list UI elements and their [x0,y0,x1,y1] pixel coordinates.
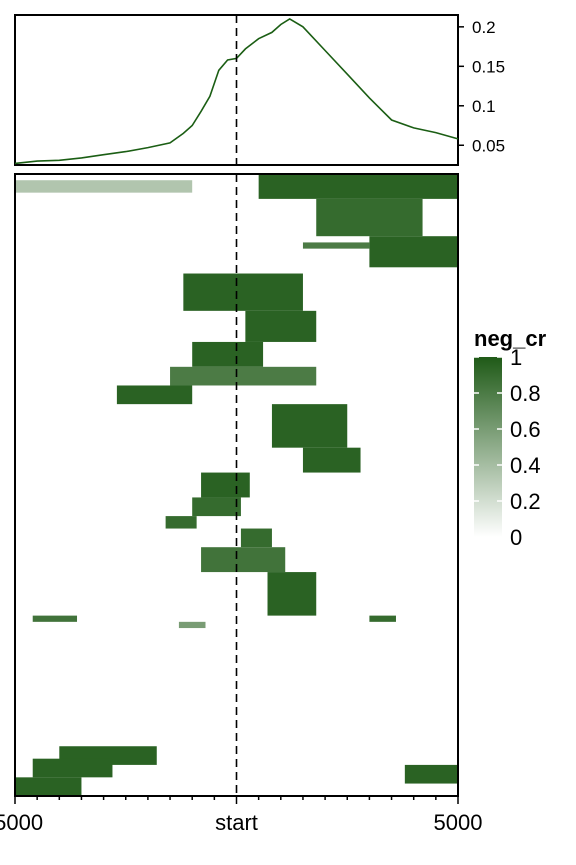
profile-y-axis: 0.05 0.1 0.15 0.2 [458,18,505,155]
heatmap-x-axis: -5000 start 5000 [0,796,482,835]
profile-y-tick-label: 0.1 [472,97,496,116]
heatmap-cell [245,310,317,342]
heatmap-cell [201,547,286,573]
heatmap-cell [240,528,272,548]
heatmap-cell [192,341,264,367]
heatmap-cell [15,180,193,193]
heatmap-cell [170,366,317,386]
legend-tick-label: 0.2 [510,489,541,514]
heatmap-cell [369,236,458,268]
heatmap-cell [201,472,250,498]
heatmap-cell [271,404,348,448]
legend-ticks: 0 0.2 0.4 0.6 0.8 1 [474,345,541,550]
color-legend: neg_cr 0 0.2 0.4 0.6 0.8 1 [474,326,547,550]
heatmap-cells [15,174,458,796]
heatmap-cell [369,615,396,622]
heatmap-cell [15,777,82,796]
legend-tick-label: 0 [510,525,522,550]
x-tick-label: -5000 [0,810,43,835]
profile-y-tick-label: 0.2 [472,18,496,37]
legend-title: neg_cr [474,326,547,351]
legend-colorbar [474,357,502,537]
heatmap-cell [258,174,458,199]
heatmap-cell [404,764,458,784]
heatmap-cell [183,273,303,311]
heatmap-cell [178,621,206,629]
profile-frame [14,14,459,166]
profile-y-tick-label: 0.15 [472,57,505,76]
heatmap-cell [192,497,241,517]
heatmap-cell [267,572,317,616]
legend-tick-label: 0.4 [510,453,541,478]
x-tick-label: 5000 [434,810,483,835]
heatmap-cell [316,198,423,237]
legend-tick-label: 0.6 [510,417,541,442]
heatmap-cell [302,242,370,249]
heatmap-cell [302,447,361,473]
x-tick-label: start [215,810,258,835]
legend-tick-label: 0.8 [510,381,541,406]
profile-y-tick-label: 0.05 [472,136,505,155]
heatmap-cell [116,385,193,405]
legend-tick-label: 1 [510,345,522,370]
heatmap-cell [32,758,113,778]
heatmap-cell [32,615,78,622]
profile-panel: 0.05 0.1 0.15 0.2 [14,14,505,166]
heatmap-panel: -5000 start 5000 [0,173,482,835]
profile-line [14,17,459,165]
heatmap-cell [165,516,197,529]
